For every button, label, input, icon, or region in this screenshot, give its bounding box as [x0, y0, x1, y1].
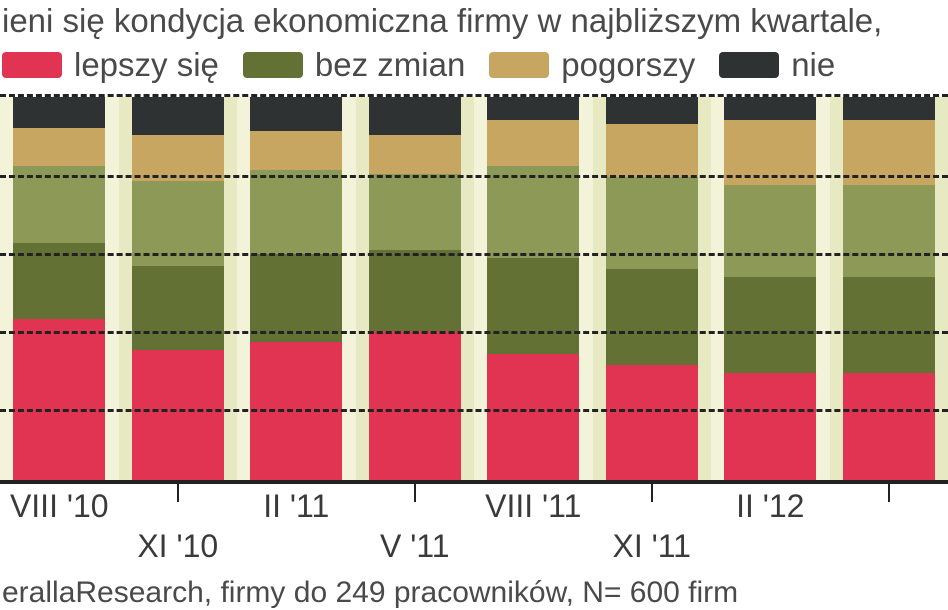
x-tick	[651, 484, 653, 502]
bar-segment-bez_zmian_dark	[369, 250, 461, 330]
stacked-bar	[250, 97, 342, 480]
legend-swatch	[719, 52, 779, 78]
x-tick	[414, 484, 416, 502]
bar-segment-pogorszy	[13, 128, 105, 166]
bar-segment-bez_zmian_dark	[250, 254, 342, 342]
x-tick	[888, 484, 890, 502]
legend-swatch	[489, 52, 549, 78]
legend-label: pogorszy	[561, 46, 695, 84]
x-axis-label: II '11	[263, 488, 329, 525]
x-axis-label: II '12	[736, 488, 804, 525]
bar-segment-nie_wiem	[843, 97, 935, 120]
bar-segment-bez_zmian_light	[724, 185, 816, 277]
bar-segment-bez_zmian_dark	[843, 277, 935, 373]
grid-line	[0, 253, 948, 256]
bar-segment-nie_wiem	[606, 97, 698, 124]
bar-segment-bez_zmian_dark	[132, 266, 224, 350]
stacked-bar	[724, 97, 816, 480]
grid-line	[0, 175, 948, 178]
chart-footer: erallaResearch, firmy do 249 pracowników…	[0, 574, 948, 610]
x-axis-label: XI '11	[613, 528, 691, 565]
bar-slot	[593, 97, 712, 480]
bar-segment-polepszy	[843, 373, 935, 480]
x-axis-label: VIII '10	[10, 488, 109, 525]
bar-segment-bez_zmian_dark	[487, 258, 579, 354]
chart-title: ieni się kondycja ekonomiczna firmy w na…	[0, 0, 948, 46]
plot-area	[0, 94, 948, 484]
stacked-bar	[487, 97, 579, 480]
bar-segment-nie_wiem	[132, 97, 224, 135]
bar-segment-nie_wiem	[487, 97, 579, 120]
bar-slot	[711, 97, 830, 480]
bar-segment-polepszy	[606, 365, 698, 480]
legend-label: bez zmian	[315, 46, 465, 84]
bar-segment-pogorszy	[369, 135, 461, 173]
bar-segment-bez_zmian_light	[843, 185, 935, 277]
x-axis-label: V '11	[380, 528, 450, 565]
bar-slot	[0, 97, 119, 480]
bar-segment-polepszy	[13, 319, 105, 480]
legend-swatch	[243, 52, 303, 78]
stacked-bar	[13, 97, 105, 480]
bar-segment-bez_zmian_dark	[724, 277, 816, 373]
x-axis: VIII '10 XI '10 II '11 V '11 VIII '11 XI '11 I…	[0, 484, 948, 574]
grid-line	[0, 409, 948, 412]
legend-label: nie	[791, 46, 835, 84]
grid-line	[0, 331, 948, 334]
bar-segment-bez_zmian_light	[369, 174, 461, 251]
bar-segment-polepszy	[369, 331, 461, 480]
stacked-bar	[132, 97, 224, 480]
chart-root: ieni się kondycja ekonomiczna firmy w na…	[0, 0, 948, 593]
stacked-bar	[369, 97, 461, 480]
stacked-bar	[606, 97, 698, 480]
bars-row	[0, 97, 948, 480]
bar-slot	[119, 97, 238, 480]
bar-slot	[356, 97, 475, 480]
legend-label: lepszy się	[74, 46, 219, 84]
bar-segment-nie_wiem	[250, 97, 342, 131]
bar-segment-bez_zmian_dark	[606, 269, 698, 365]
bar-slot	[237, 97, 356, 480]
bar-segment-bez_zmian_light	[250, 170, 342, 254]
bar-segment-bez_zmian_light	[487, 166, 579, 258]
legend-item-bezzmian: bez zmian	[243, 46, 465, 84]
legend-item-niewiem: nie	[719, 46, 835, 84]
bar-segment-polepszy	[724, 373, 816, 480]
legend-swatch	[2, 52, 62, 78]
x-axis-label: VIII '11	[485, 488, 581, 525]
x-tick	[177, 484, 179, 502]
bar-segment-pogorszy	[250, 131, 342, 169]
legend-item-pogorszy: pogorszy	[489, 46, 695, 84]
bar-segment-polepszy	[132, 350, 224, 480]
bar-segment-polepszy	[487, 354, 579, 480]
bar-segment-pogorszy	[487, 120, 579, 166]
bar-segment-nie_wiem	[724, 97, 816, 120]
bar-segment-nie_wiem	[369, 97, 461, 135]
legend-item-polepszy: lepszy się	[2, 46, 219, 84]
bar-segment-nie_wiem	[13, 97, 105, 128]
bar-slot	[830, 97, 948, 480]
legend: lepszy się bez zmian pogorszy nie	[0, 46, 948, 94]
bar-segment-pogorszy	[606, 124, 698, 178]
stacked-bar	[843, 97, 935, 480]
bar-slot	[474, 97, 593, 480]
x-axis-label: XI '10	[137, 528, 218, 565]
